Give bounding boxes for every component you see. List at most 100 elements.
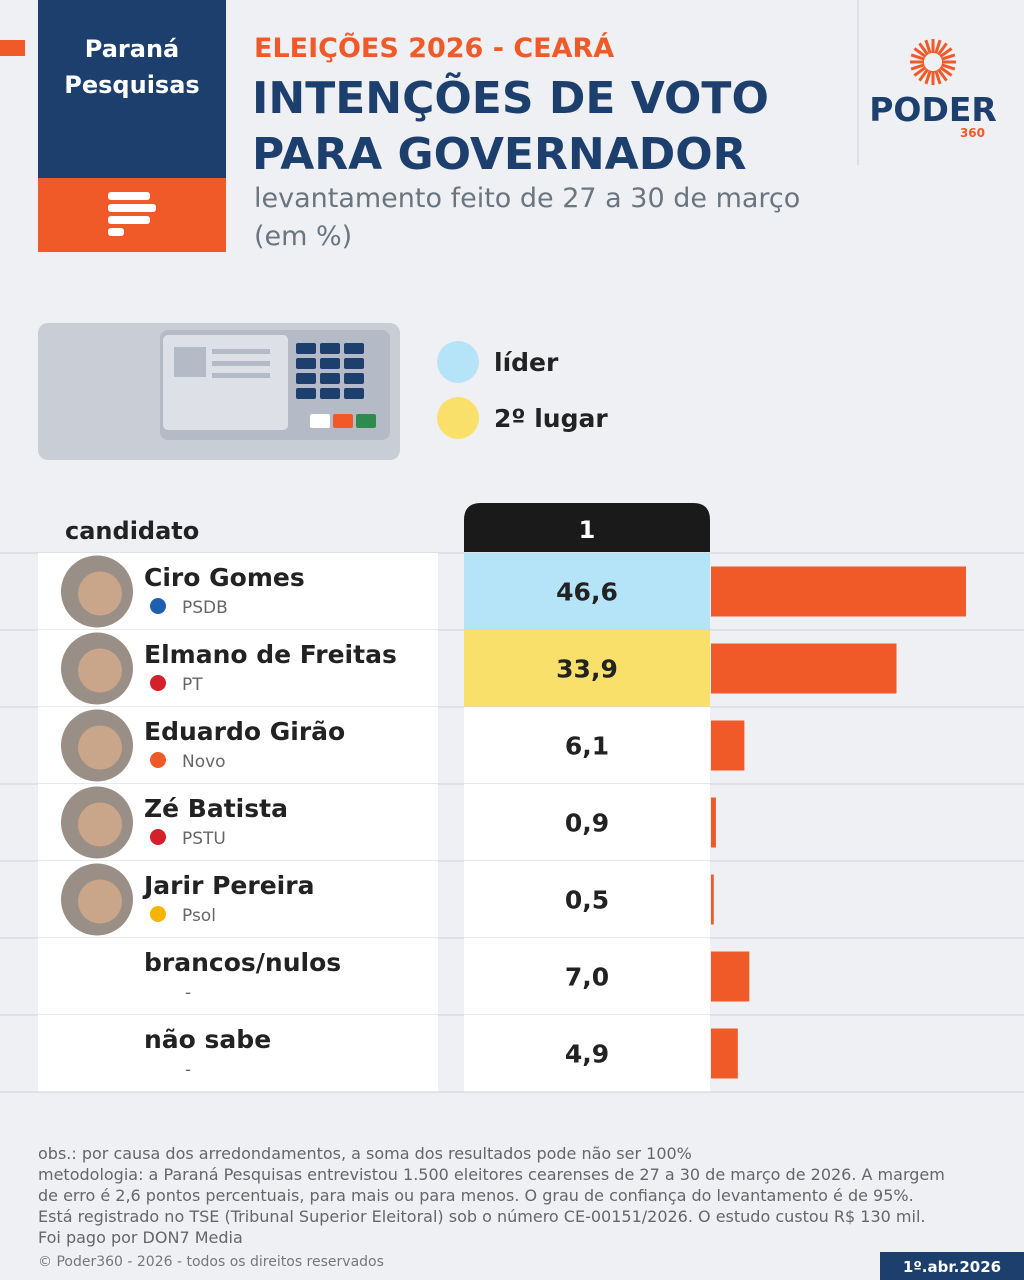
candidate-face — [78, 571, 122, 616]
value-cell — [464, 553, 710, 630]
sun-ray — [910, 63, 925, 71]
value-label: 46,6 — [556, 578, 618, 607]
value-label: 7,0 — [565, 963, 609, 992]
candidate-name: Jarir Pereira — [142, 871, 314, 900]
bar — [711, 797, 716, 848]
date-box — [880, 1252, 1024, 1280]
value-cell — [464, 784, 710, 861]
footnote: obs.: por causa dos arredondamentos, a s… — [38, 1144, 692, 1163]
sun-ray — [937, 42, 948, 56]
sun-ray — [913, 47, 927, 58]
party-icon — [150, 906, 166, 922]
party: Novo — [182, 752, 226, 772]
party-icon — [150, 675, 166, 691]
brand-logo — [108, 192, 156, 236]
key — [320, 373, 340, 384]
value-label: 0,9 — [565, 809, 609, 838]
party: - — [185, 1060, 191, 1080]
poder-logo-sub: 360 — [960, 126, 985, 140]
footnote: metodologia: a Paraná Pesquisas entrevis… — [38, 1165, 945, 1184]
value-cell — [464, 861, 710, 938]
key — [296, 358, 316, 369]
key — [344, 388, 364, 399]
value-cell — [464, 630, 710, 707]
key — [296, 343, 316, 354]
key — [320, 343, 340, 354]
kicker: ELEIÇÕES 2026 - CEARÁ — [254, 32, 614, 64]
date: 1º.abr.2026 — [903, 1258, 1001, 1276]
sun-ray — [941, 53, 956, 61]
party: PSTU — [182, 829, 226, 849]
candidate-name: Zé Batista — [144, 794, 288, 823]
sun-ray — [939, 47, 953, 58]
legend: líder 2º lugar — [437, 341, 608, 439]
bar — [711, 566, 966, 617]
unit-note: (em %) — [254, 221, 352, 252]
footnote: Foi pago por DON7 Media — [38, 1228, 243, 1247]
value-label: 6,1 — [565, 732, 609, 761]
table: Ciro Gomes PSDB 46,6 Elmano de Freitas PT 33,… — [0, 552, 1024, 1093]
value-label: 4,9 — [565, 1040, 609, 1069]
name-cell — [38, 1015, 438, 1092]
candidate-name: Ciro Gomes — [144, 563, 305, 592]
candidate-face — [78, 648, 122, 693]
party-icon — [150, 598, 166, 614]
key — [344, 373, 364, 384]
value-cell — [464, 1015, 710, 1092]
brand-box-bottom — [38, 178, 226, 252]
sun-ray — [918, 68, 929, 82]
column-header-tab — [464, 503, 710, 552]
voting-machine — [38, 323, 400, 460]
bar — [711, 643, 897, 694]
sun-ray — [918, 42, 929, 56]
chart-title: PARA GOVERNADOR — [252, 129, 747, 180]
key — [344, 343, 364, 354]
candidate-name: Eduardo Girão — [144, 717, 345, 746]
party: PSDB — [182, 598, 228, 618]
legend-swatch — [437, 341, 479, 383]
brand-name: Pesquisas — [64, 71, 199, 99]
sun-ray — [910, 53, 925, 61]
accent-bar — [0, 40, 25, 56]
party: PT — [182, 675, 203, 695]
bar — [711, 951, 750, 1002]
candidate-name: não sabe — [144, 1025, 271, 1054]
bar — [711, 1028, 738, 1079]
key — [320, 358, 340, 369]
value-label: 0,5 — [565, 886, 609, 915]
sun-ray — [924, 70, 932, 85]
value-cell — [464, 707, 710, 784]
bar — [711, 874, 714, 925]
sun-ray — [941, 63, 956, 71]
poder-logo: PODER — [869, 90, 997, 129]
poder-sun — [910, 39, 956, 85]
key — [296, 388, 316, 399]
chart-title: INTENÇÕES DE VOTO — [252, 71, 769, 124]
candidate-face — [78, 725, 122, 770]
name-cell — [38, 938, 438, 1015]
candidate-face — [78, 879, 122, 924]
brand-name: Paraná — [85, 35, 179, 63]
key — [344, 358, 364, 369]
candidate-name: brancos/nulos — [144, 948, 341, 977]
value-cell — [464, 938, 710, 1015]
sun-ray — [939, 66, 953, 77]
party-icon — [150, 752, 166, 768]
sun-ray — [937, 68, 948, 82]
sun-ray — [913, 66, 927, 77]
key — [320, 388, 340, 399]
legend-label: líder — [494, 348, 559, 377]
sun-ray — [934, 39, 942, 54]
legend-label: 2º lugar — [494, 404, 608, 433]
party-icon — [150, 829, 166, 845]
subtitle: levantamento feito de 27 a 30 de março — [254, 183, 800, 214]
party: Psol — [182, 906, 216, 926]
bar — [711, 720, 745, 771]
category-header: candidato — [65, 517, 199, 545]
sun-ray — [924, 39, 932, 54]
copyright: © Poder360 - 2026 - todos os direitos re… — [38, 1254, 384, 1270]
value-label: 33,9 — [556, 655, 618, 684]
party: - — [185, 983, 191, 1003]
